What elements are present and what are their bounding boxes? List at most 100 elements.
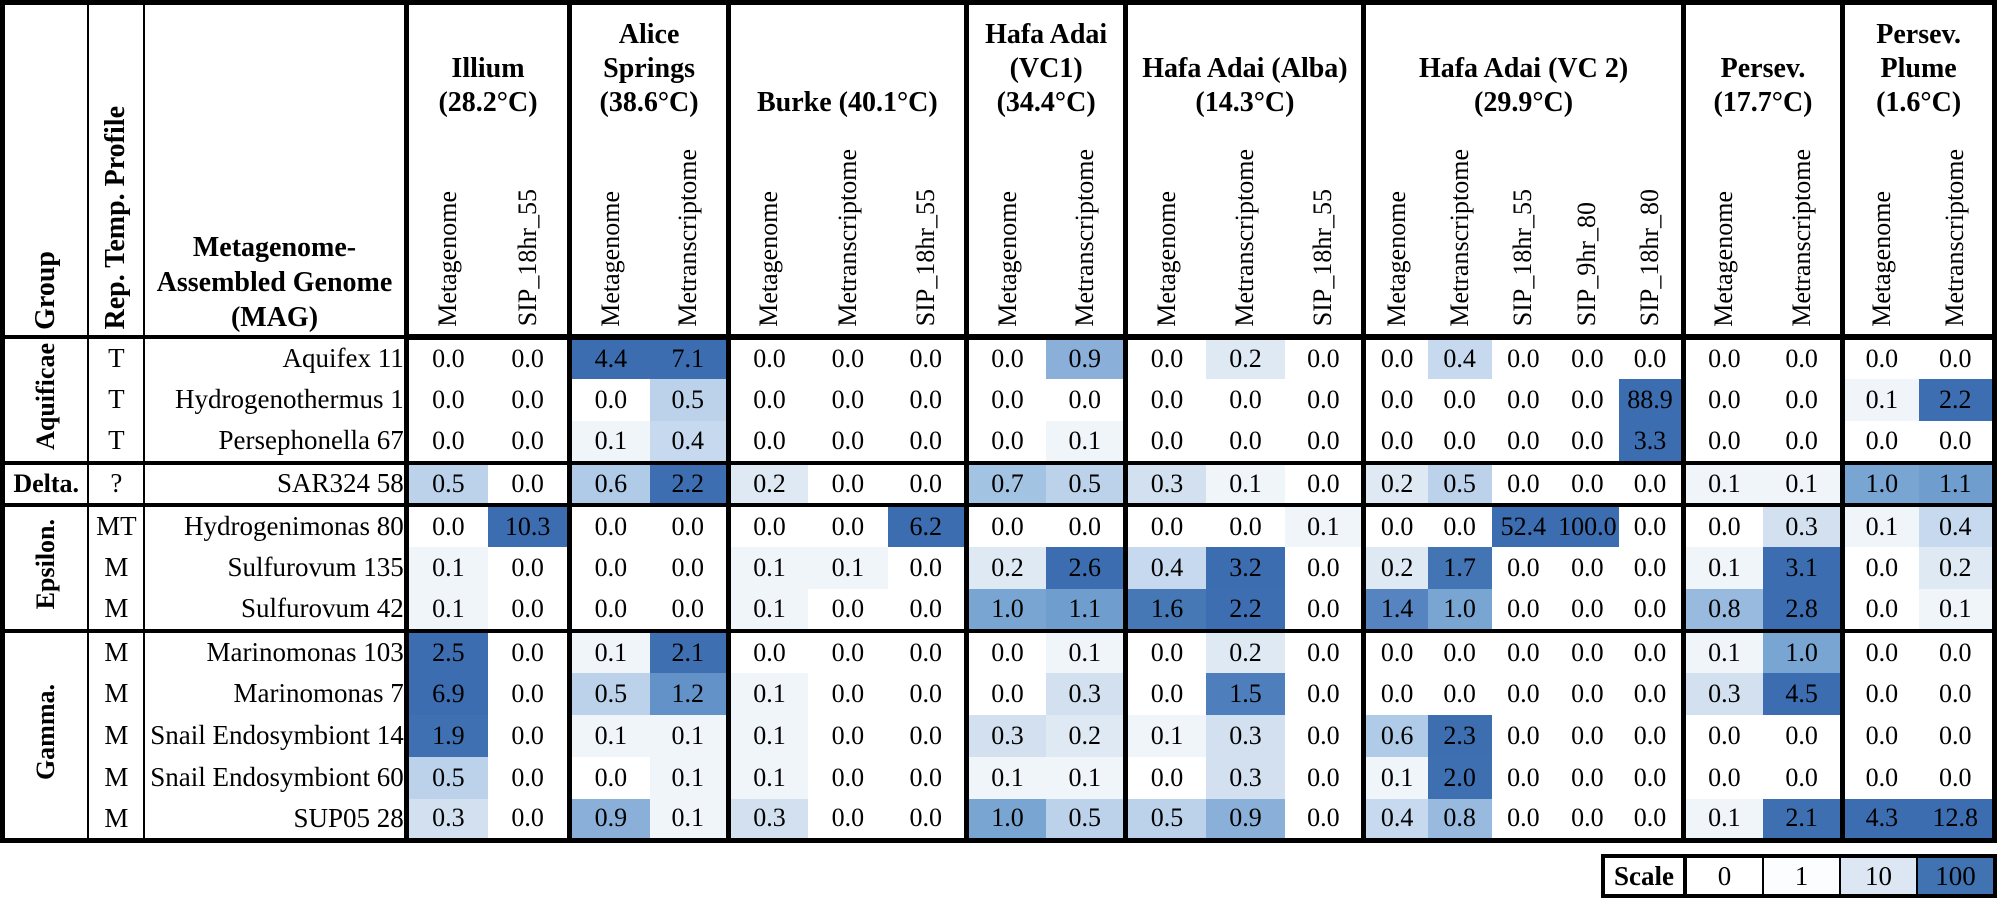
mag-cell: SAR324 58 <box>143 460 407 505</box>
sample-type-label: Metranscriptome <box>672 148 702 327</box>
value-cell: 2.8 <box>1762 588 1843 631</box>
site-header: Alice Springs (38.6°C) <box>567 2 729 121</box>
profile-column-header-label: Rep. Temp. Profile <box>100 106 132 330</box>
value-cell: 0.0 <box>567 546 650 589</box>
value-cell: 0.2 <box>1918 546 1995 589</box>
value-cell: 0.6 <box>567 460 650 505</box>
value-cell: 0.4 <box>1427 334 1492 379</box>
group-label: Delta. <box>2 460 89 505</box>
sample-type-header: Metranscriptome <box>1205 120 1286 340</box>
value-cell: 0.0 <box>808 378 888 421</box>
value-cell: 0.0 <box>1427 672 1492 715</box>
value-cell: 0.0 <box>963 420 1047 463</box>
mag-cell: Sulfurovum 135 <box>143 546 407 589</box>
value-cell: 0.2 <box>1361 546 1428 589</box>
value-cell: 0.0 <box>887 756 967 799</box>
value-cell: 0.1 <box>1680 546 1763 589</box>
value-cell: 0.0 <box>403 378 488 421</box>
value-cell: 0.0 <box>1285 588 1364 631</box>
value-cell: 0.7 <box>963 460 1047 505</box>
value-cell: 52.4 <box>1491 502 1556 547</box>
sample-type-header: Metagenome <box>1123 120 1206 340</box>
value-cell: 100.0 <box>1555 502 1620 547</box>
value-cell: 0.0 <box>487 714 570 757</box>
value-cell: 0.0 <box>1918 420 1995 463</box>
value-cell: 0.0 <box>1918 334 1995 379</box>
profile-cell: M <box>87 588 145 631</box>
value-cell: 4.3 <box>1840 798 1919 841</box>
value-cell: 0.0 <box>1123 628 1206 673</box>
value-cell: 0.5 <box>403 756 488 799</box>
sample-type-header: Metranscriptome <box>1762 120 1843 340</box>
mag-cell: Snail Endosymbiont 14 <box>143 714 407 757</box>
value-cell: 1.7 <box>1427 546 1492 589</box>
sample-type-label: Metagenome <box>1382 190 1412 327</box>
sample-type-label: SIP_18hr_55 <box>910 189 940 327</box>
value-cell: 0.5 <box>567 672 650 715</box>
profile-cell: ? <box>87 460 145 505</box>
mag-cell: Sulfurovum 42 <box>143 588 407 631</box>
value-cell: 0.0 <box>1491 798 1556 841</box>
value-cell: 0.0 <box>963 378 1047 421</box>
value-cell: 0.1 <box>1840 502 1919 547</box>
value-cell: 0.1 <box>649 798 729 841</box>
value-cell: 0.0 <box>1619 714 1684 757</box>
group-column-header-label: Group <box>30 250 62 330</box>
value-cell: 0.0 <box>887 420 967 463</box>
value-cell: 0.0 <box>1840 672 1919 715</box>
value-cell: 0.1 <box>1046 420 1126 463</box>
sample-type-header: Metranscriptome <box>1918 120 1995 340</box>
sample-type-label: SIP_18hr_55 <box>1508 189 1538 327</box>
sample-type-header: SIP_18hr_80 <box>1619 120 1684 340</box>
value-cell: 0.5 <box>1046 798 1126 841</box>
value-cell: 0.0 <box>1680 420 1763 463</box>
value-cell: 0.0 <box>725 334 809 379</box>
value-cell: 0.0 <box>1840 546 1919 589</box>
profile-column-header: Rep. Temp. Profile <box>87 2 145 337</box>
value-cell: 0.0 <box>567 588 650 631</box>
value-cell: 2.3 <box>1427 714 1492 757</box>
value-cell: 0.0 <box>1285 378 1364 421</box>
value-cell: 0.3 <box>1046 672 1126 715</box>
value-cell: 0.0 <box>487 588 570 631</box>
value-cell: 0.0 <box>1205 502 1286 547</box>
value-cell: 0.0 <box>1762 334 1843 379</box>
group-label-text: Aquificae <box>31 342 61 450</box>
value-cell: 0.0 <box>403 334 488 379</box>
value-cell: 0.0 <box>1491 460 1556 505</box>
sample-type-header: Metranscriptome <box>808 120 888 340</box>
sample-type-header: Metagenome <box>403 120 488 340</box>
value-cell: 0.0 <box>1123 502 1206 547</box>
value-cell: 0.1 <box>649 756 729 799</box>
sample-type-header: SIP_9hr_80 <box>1555 120 1620 340</box>
value-cell: 0.0 <box>1491 334 1556 379</box>
heatmap-table: Group Rep. Temp. Profile Metagenome- Assem… <box>0 0 1997 843</box>
value-cell: 0.0 <box>1285 798 1364 841</box>
sample-type-label: Metagenome <box>1866 190 1896 327</box>
value-cell: 0.0 <box>1840 756 1919 799</box>
value-cell: 0.2 <box>1046 714 1126 757</box>
value-cell: 0.0 <box>1918 756 1995 799</box>
site-header: Hafa Adai (VC1) (34.4°C) <box>963 2 1126 121</box>
value-cell: 0.0 <box>808 502 888 547</box>
group-label-text: Gamma. <box>31 683 61 780</box>
value-cell: 0.4 <box>649 420 729 463</box>
value-cell: 0.5 <box>403 460 488 505</box>
value-cell: 7.1 <box>649 334 729 379</box>
scale-label: Scale <box>1602 855 1687 897</box>
scale-legend: Scale 0 1 10 100 <box>1601 854 1997 898</box>
sample-type-header: SIP_18hr_55 <box>1285 120 1364 340</box>
mag-cell: Marinomonas 7 <box>143 672 407 715</box>
value-cell: 0.0 <box>808 672 888 715</box>
value-cell: 0.0 <box>1840 420 1919 463</box>
value-cell: 0.5 <box>1427 460 1492 505</box>
value-cell: 0.0 <box>963 672 1047 715</box>
value-cell: 1.0 <box>963 798 1047 841</box>
sample-type-label: Metranscriptome <box>1230 148 1260 327</box>
profile-cell: M <box>87 714 145 757</box>
value-cell: 0.0 <box>808 798 888 841</box>
value-cell: 0.1 <box>567 714 650 757</box>
value-cell: 1.6 <box>1123 588 1206 631</box>
mag-cell: Aquifex 11 <box>143 334 407 379</box>
value-cell: 12.8 <box>1918 798 1995 841</box>
